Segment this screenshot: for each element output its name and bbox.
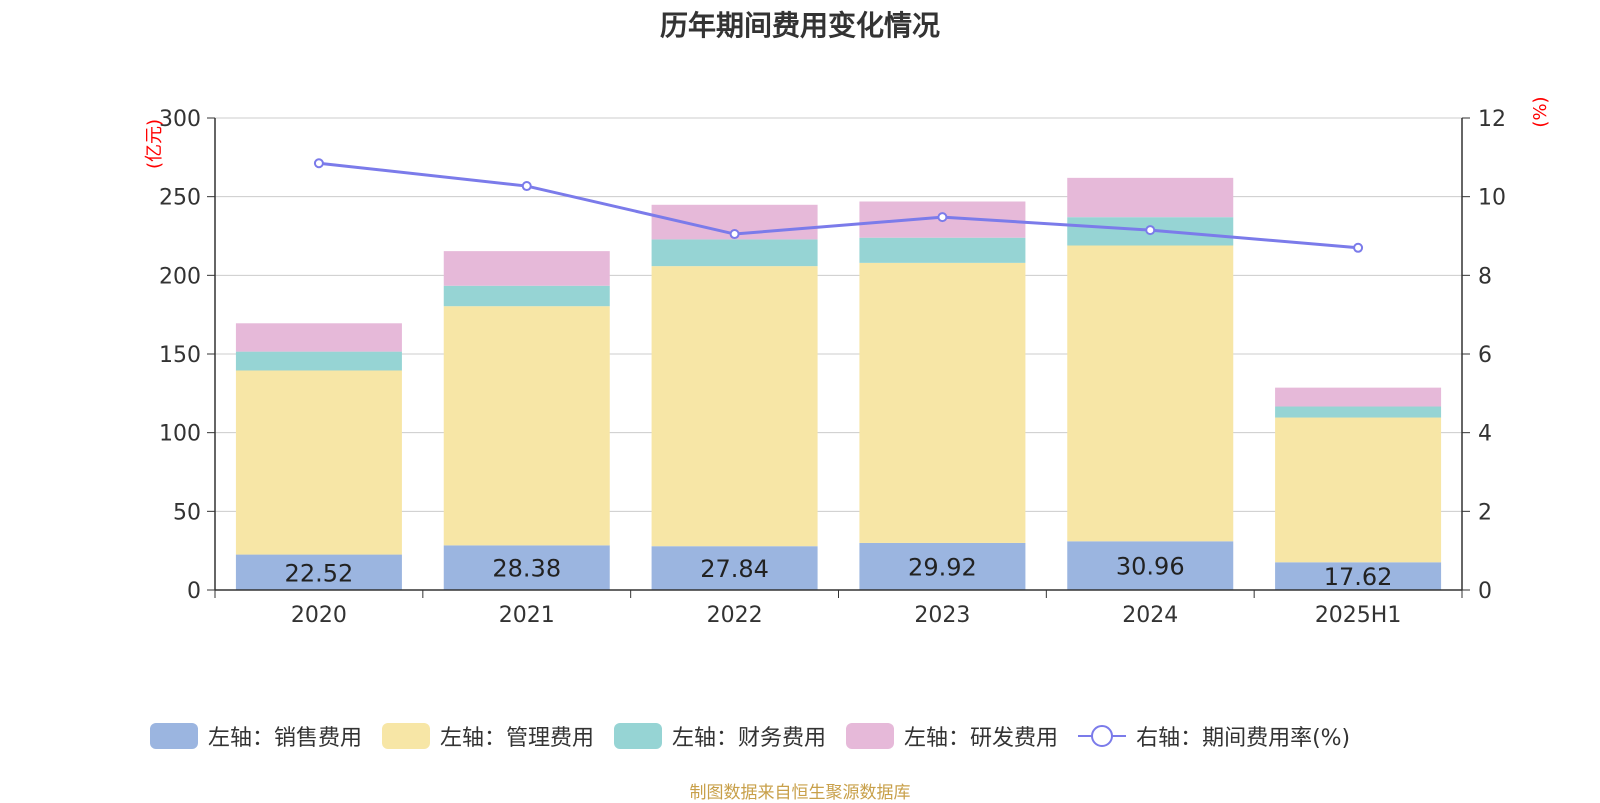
y-right-unit-label: (%) (1530, 96, 1551, 127)
bar-segment-1 (1067, 245, 1234, 542)
legend-swatch-expense-rate (1078, 725, 1127, 747)
bar-segment-2 (1275, 406, 1442, 418)
y-left-tick-label: 300 (159, 107, 201, 132)
legend-swatch-sales (150, 723, 198, 749)
bar-data-label: 29.92 (908, 553, 977, 581)
rate-point (1145, 225, 1156, 236)
bar-data-label: 30.96 (1116, 553, 1185, 581)
bar-segment-0 (1067, 541, 1234, 590)
y-right-tick-label: 2 (1478, 500, 1492, 525)
bar-segment-0 (1275, 562, 1442, 590)
rate-point (521, 181, 532, 192)
source-note: 制图数据来自恒生聚源数据库 (689, 783, 911, 803)
rate-point (1353, 242, 1364, 253)
bar-data-label: 17.62 (1324, 563, 1393, 591)
rate-point (937, 212, 948, 223)
bar-segment-1 (859, 262, 1026, 543)
y-right-tick-label: 4 (1478, 422, 1492, 447)
bar-segment-0 (235, 554, 402, 590)
bar-data-label: 22.52 (285, 559, 354, 587)
chart-title: 历年期间费用变化情况 (659, 9, 940, 42)
bar-segment-3 (1275, 387, 1442, 407)
bar-segment-0 (443, 545, 610, 590)
bar-data-label: 27.84 (700, 555, 769, 583)
legend-label-rnd: 左轴：研发费用 (904, 726, 1059, 751)
y-left-tick-label: 0 (187, 579, 201, 604)
legend-item-rnd[interactable]: 左轴：研发费用 (846, 720, 1058, 752)
legend-swatch-rnd (846, 723, 895, 749)
y-left-unit-label: (亿元) (144, 119, 165, 169)
legend-item-admin[interactable]: 左轴：管理费用 (382, 720, 594, 752)
bar-segment-3 (443, 251, 610, 286)
bar-segment-0 (651, 546, 818, 590)
legend-item-sales[interactable]: 左轴：销售费用 (150, 720, 362, 752)
y-left-tick-label: 50 (173, 500, 201, 525)
legend-swatch-finance (614, 723, 663, 749)
bar-segment-3 (1067, 177, 1234, 218)
x-tick-label: 2021 (499, 603, 555, 628)
y-right-tick-label: 6 (1478, 343, 1492, 368)
legend-label-expense-rate: 右轴：期间费用率(%) (1136, 726, 1351, 751)
bar-segment-2 (443, 285, 610, 307)
legend-label-sales: 左轴：销售费用 (208, 726, 363, 751)
legend-swatch-admin (382, 723, 431, 749)
bar-segment-2 (859, 237, 1026, 263)
bar-segment-2 (235, 351, 402, 371)
y-left-tick-label: 250 (159, 186, 201, 211)
x-tick-label: 2020 (291, 603, 347, 628)
bar-segment-1 (443, 306, 610, 546)
y-right-tick-label: 0 (1478, 579, 1492, 604)
legend-label-finance: 左轴：财务费用 (672, 726, 827, 751)
bar-segment-1 (235, 370, 402, 555)
legend-item-expense-rate[interactable]: 右轴：期间费用率(%) (1078, 720, 1350, 752)
x-tick-label: 2023 (914, 603, 970, 628)
bar-segment-2 (651, 239, 818, 267)
legend-item-finance[interactable]: 左轴：财务费用 (614, 720, 826, 752)
y-right-tick-label: 8 (1478, 264, 1492, 289)
bar-segment-3 (235, 323, 402, 352)
y-left-tick-label: 150 (159, 343, 201, 368)
legend-label-admin: 左轴：管理费用 (440, 726, 595, 751)
rate-line (318, 161, 1359, 250)
y-right-tick-label: 12 (1478, 107, 1506, 132)
y-right-tick-label: 10 (1478, 186, 1506, 211)
bar-segment-1 (651, 266, 818, 547)
x-tick-label: 2022 (707, 603, 763, 628)
bar-segment-1 (1275, 417, 1442, 563)
y-left-tick-label: 100 (159, 422, 201, 447)
x-tick-label: 2024 (1122, 603, 1178, 628)
bar-data-label: 28.38 (492, 555, 561, 583)
y-left-tick-label: 200 (159, 264, 201, 289)
bar-segment-0 (859, 542, 1026, 590)
legend: 左轴：销售费用 左轴：管理费用 左轴：财务费用 左轴：研发费用 右轴：期间费用率… (150, 720, 1370, 752)
x-tick-label: 2025H1 (1315, 603, 1402, 628)
rate-point (729, 229, 740, 240)
rate-point (313, 158, 324, 169)
